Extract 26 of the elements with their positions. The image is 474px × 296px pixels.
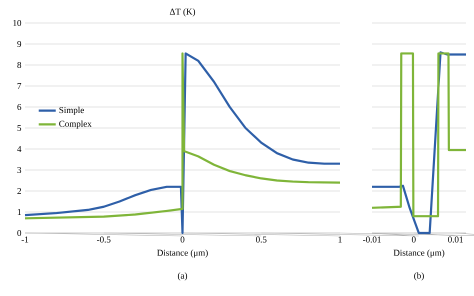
x-axis-title: Distance (μm) xyxy=(157,249,208,258)
x-tick-label: -0.5 xyxy=(96,236,111,243)
y-tick-label: 9 xyxy=(17,40,22,48)
x-tick-label: -1 xyxy=(22,236,28,242)
y-tick-label: 1 xyxy=(18,209,21,215)
y-tick-label: 6 xyxy=(17,104,22,110)
y-tick-label: 10 xyxy=(13,20,22,26)
x-axis-title: Distance (μm) xyxy=(394,249,444,258)
y-axis-title: ΔT (K) xyxy=(170,8,196,16)
y-tick-label: 8 xyxy=(17,62,22,68)
text: (a) xyxy=(178,272,188,281)
y-tick-label: 5 xyxy=(18,125,22,131)
x-tick-label: 0 xyxy=(180,236,184,243)
x-tick-label: 0.01 xyxy=(448,236,463,243)
y-tick-label: 4 xyxy=(17,146,22,152)
y-tick-label: 3 xyxy=(17,166,22,174)
legend-label: Complex xyxy=(59,120,92,129)
y-tick-label: 7 xyxy=(18,83,22,89)
x-tick-label: -0.01 xyxy=(362,236,381,243)
y-tick-label: 0 xyxy=(17,230,22,236)
y-tick-label: 2 xyxy=(17,188,21,194)
x-tick-label: 1 xyxy=(338,236,342,242)
text: (b) xyxy=(414,272,424,281)
x-tick-label: 0 xyxy=(412,236,416,243)
x-tick-label: 0.5 xyxy=(256,236,267,243)
legend-label: Simple xyxy=(59,106,84,115)
